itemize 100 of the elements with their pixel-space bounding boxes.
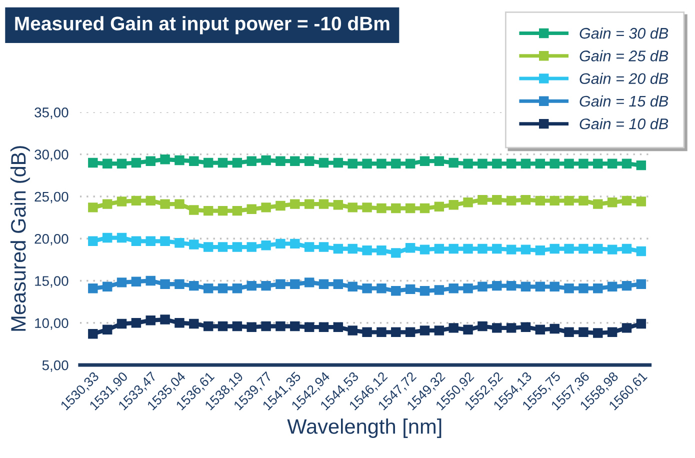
point xyxy=(506,280,516,291)
point xyxy=(448,323,458,333)
point xyxy=(448,158,458,168)
point xyxy=(405,158,416,168)
point xyxy=(290,279,300,289)
point xyxy=(102,158,112,168)
point xyxy=(203,283,214,294)
point xyxy=(290,199,300,209)
point xyxy=(333,279,344,289)
point xyxy=(448,244,458,254)
point xyxy=(203,242,214,252)
point xyxy=(304,156,314,166)
point xyxy=(405,243,416,253)
point xyxy=(146,196,156,206)
point xyxy=(362,283,372,294)
point xyxy=(492,323,502,333)
point xyxy=(290,238,300,249)
point xyxy=(232,283,242,294)
point xyxy=(622,196,632,206)
point xyxy=(131,196,142,206)
point xyxy=(88,202,98,212)
point xyxy=(578,327,588,338)
point xyxy=(463,283,473,294)
point xyxy=(492,158,502,168)
point xyxy=(304,322,314,332)
point xyxy=(203,158,214,168)
point xyxy=(478,282,488,292)
point xyxy=(535,158,546,168)
point xyxy=(88,328,98,339)
point xyxy=(304,278,314,288)
point xyxy=(492,280,502,291)
point xyxy=(535,246,546,256)
point xyxy=(348,158,358,168)
point xyxy=(261,280,271,291)
point xyxy=(218,158,228,168)
point xyxy=(160,236,170,246)
point xyxy=(102,324,112,334)
point xyxy=(102,232,112,243)
point xyxy=(318,322,329,332)
point xyxy=(276,238,286,249)
point xyxy=(391,327,401,338)
point xyxy=(593,199,603,209)
point xyxy=(593,328,603,338)
point xyxy=(478,321,488,332)
point xyxy=(420,244,430,254)
point xyxy=(506,323,516,333)
point xyxy=(405,203,416,214)
point xyxy=(146,316,156,326)
point xyxy=(246,280,256,291)
y-tick-label: 20,00 xyxy=(34,234,68,246)
point xyxy=(391,203,401,214)
point xyxy=(88,158,98,168)
point xyxy=(333,200,344,210)
point xyxy=(636,279,646,289)
point xyxy=(88,236,98,246)
point xyxy=(420,156,430,166)
point xyxy=(304,242,314,252)
point xyxy=(376,283,386,294)
point xyxy=(160,154,170,164)
point xyxy=(116,232,127,243)
point xyxy=(391,286,401,296)
point xyxy=(636,196,646,206)
point xyxy=(506,196,516,206)
point xyxy=(564,244,574,254)
point xyxy=(578,196,588,206)
point xyxy=(246,204,256,214)
point xyxy=(550,282,560,292)
point xyxy=(622,158,632,168)
point xyxy=(535,196,546,206)
point xyxy=(593,244,603,254)
point xyxy=(362,158,372,168)
point xyxy=(405,284,416,294)
point xyxy=(550,158,560,168)
y-tick-label: 15,00 xyxy=(35,276,68,288)
point xyxy=(550,196,560,206)
point xyxy=(607,282,618,292)
point xyxy=(218,206,228,216)
point xyxy=(218,321,228,332)
point xyxy=(174,199,184,209)
point xyxy=(578,244,588,254)
point xyxy=(434,326,444,336)
point xyxy=(276,156,286,166)
point xyxy=(160,279,170,289)
point xyxy=(333,244,344,254)
legend-label: Gain = 25 dB xyxy=(580,50,668,62)
point xyxy=(174,318,184,328)
point xyxy=(434,202,444,212)
point xyxy=(362,327,372,338)
point xyxy=(189,240,199,250)
point xyxy=(535,282,546,292)
point xyxy=(478,158,488,168)
point xyxy=(506,158,516,168)
point xyxy=(333,322,344,332)
point xyxy=(420,286,430,296)
point xyxy=(246,322,256,332)
point xyxy=(160,314,170,324)
point xyxy=(376,158,386,168)
y-tick-label: 5,00 xyxy=(42,360,68,372)
point xyxy=(506,244,516,254)
point xyxy=(564,327,574,338)
